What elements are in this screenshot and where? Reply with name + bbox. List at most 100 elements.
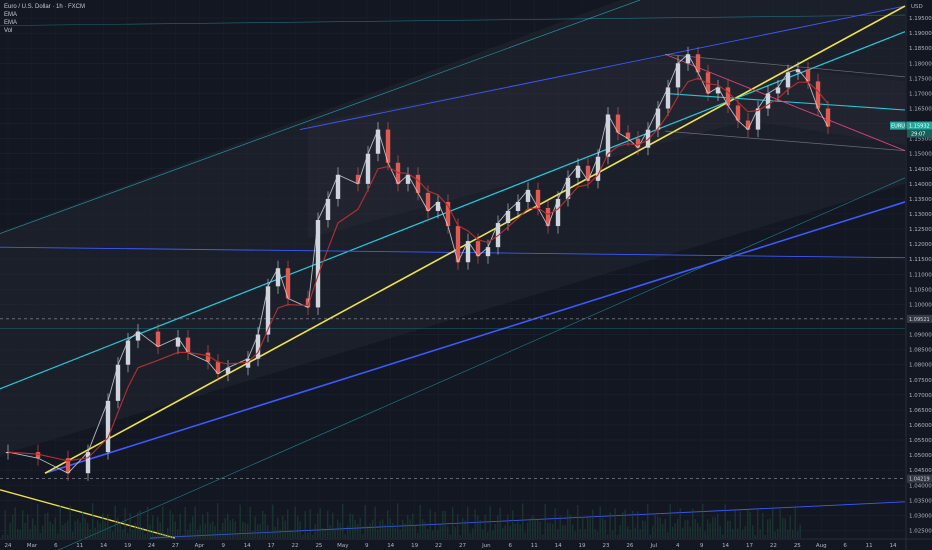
volume-bar xyxy=(719,525,721,538)
volume-bar xyxy=(619,524,621,538)
x-tick-label: 6 xyxy=(509,543,513,549)
volume-bar xyxy=(722,534,724,538)
volume-bar xyxy=(509,525,511,538)
volume-bar xyxy=(589,518,591,538)
volume-bar xyxy=(102,513,104,538)
volume-bar xyxy=(312,534,314,538)
volume-bar xyxy=(57,533,59,538)
x-tick-label: 23 xyxy=(602,543,609,549)
volume-bar xyxy=(399,529,401,538)
volume-bar xyxy=(782,517,784,538)
countdown-badge xyxy=(907,129,932,138)
volume-bar xyxy=(349,513,351,538)
volume-bar xyxy=(322,527,324,538)
volume-bar xyxy=(134,523,136,538)
volume-bar xyxy=(777,529,779,538)
volume-bar xyxy=(299,521,301,538)
candle xyxy=(355,174,361,184)
volume-bar xyxy=(767,519,769,538)
x-tick-label: 22 xyxy=(770,543,777,549)
candle xyxy=(745,120,751,130)
price-level-badge xyxy=(907,314,932,323)
volume-bar xyxy=(727,520,729,538)
volume-bar xyxy=(234,521,236,538)
volume-bar xyxy=(614,508,616,538)
indicator-ema-2[interactable]: EMA xyxy=(4,20,18,26)
volume-bar xyxy=(32,518,34,538)
y-tick-label: 1.17000 xyxy=(909,91,932,97)
volume-bar xyxy=(282,515,284,538)
last-price-badge xyxy=(907,121,932,130)
candle xyxy=(315,220,321,308)
volume-bar xyxy=(222,522,224,538)
volume-bar xyxy=(184,507,186,538)
x-tick-label: 14 xyxy=(890,543,897,549)
candle xyxy=(255,334,261,359)
volume-bar xyxy=(754,534,756,538)
x-tick-label: 14 xyxy=(722,543,729,549)
volume-bar xyxy=(714,517,716,538)
volume-bar xyxy=(289,529,291,538)
volume-bar xyxy=(679,507,681,538)
candle xyxy=(545,207,551,227)
volume-bar xyxy=(762,513,764,538)
x-tick-label: 22 xyxy=(292,543,299,549)
volume-bar xyxy=(572,524,574,538)
candle xyxy=(815,81,821,109)
x-tick-label: Apr xyxy=(195,543,205,549)
candle xyxy=(445,201,451,227)
candle xyxy=(565,177,571,199)
last-price-text: 1.15932 xyxy=(909,124,930,130)
candle xyxy=(205,352,211,362)
volume-bar xyxy=(534,518,536,538)
volume-bar xyxy=(82,511,84,538)
candle xyxy=(555,198,561,227)
x-tick-label: 4 xyxy=(676,543,680,549)
candle xyxy=(535,189,541,208)
volume-bar xyxy=(729,520,731,538)
volume-bar xyxy=(64,523,66,538)
volume-bar xyxy=(162,506,164,538)
candle xyxy=(695,54,701,73)
indicator-ema-1[interactable]: EMA xyxy=(4,12,18,18)
x-tick-label: 22 xyxy=(435,543,442,549)
volume-bar xyxy=(347,525,349,538)
volume-bar xyxy=(637,511,639,538)
volume-bar xyxy=(449,534,451,538)
volume-bar xyxy=(109,525,111,538)
y-tick-label: 1.10500 xyxy=(909,287,932,293)
volume-bar xyxy=(144,533,146,538)
volume-bar xyxy=(139,510,141,538)
y-tick-label: 1.08000 xyxy=(909,363,932,369)
volume-bar xyxy=(327,510,329,538)
volume-bar xyxy=(329,525,331,538)
blue-trend-line xyxy=(44,201,906,474)
candle xyxy=(675,63,681,88)
symbol-title[interactable]: Euro / U.S. Dollar · 1h · FXCM xyxy=(4,4,86,10)
volume-bar xyxy=(19,529,21,538)
volume-bar xyxy=(557,529,559,538)
volume-bar xyxy=(407,515,409,538)
volume-bar xyxy=(314,523,316,538)
indicator-volume[interactable]: Vol xyxy=(4,28,13,34)
volume-bar xyxy=(29,529,31,538)
volume-bar xyxy=(382,519,384,538)
volume-bar xyxy=(744,526,746,538)
y-tick-label: 1.15000 xyxy=(909,152,932,158)
volume-bar xyxy=(252,531,254,538)
volume-bar xyxy=(462,518,464,538)
candle xyxy=(505,210,511,224)
volume-bar xyxy=(167,527,169,538)
x-tick-label: 14 xyxy=(555,543,562,549)
volume-bar xyxy=(59,505,61,538)
x-tick-label: Jun xyxy=(481,543,491,549)
volume-bar xyxy=(54,517,56,538)
volume-bar xyxy=(492,530,494,538)
volume-bar xyxy=(699,526,701,538)
volume-bar xyxy=(502,528,504,538)
x-tick-label: 19 xyxy=(579,543,586,549)
volume-bar xyxy=(609,512,611,538)
candle xyxy=(655,108,661,130)
